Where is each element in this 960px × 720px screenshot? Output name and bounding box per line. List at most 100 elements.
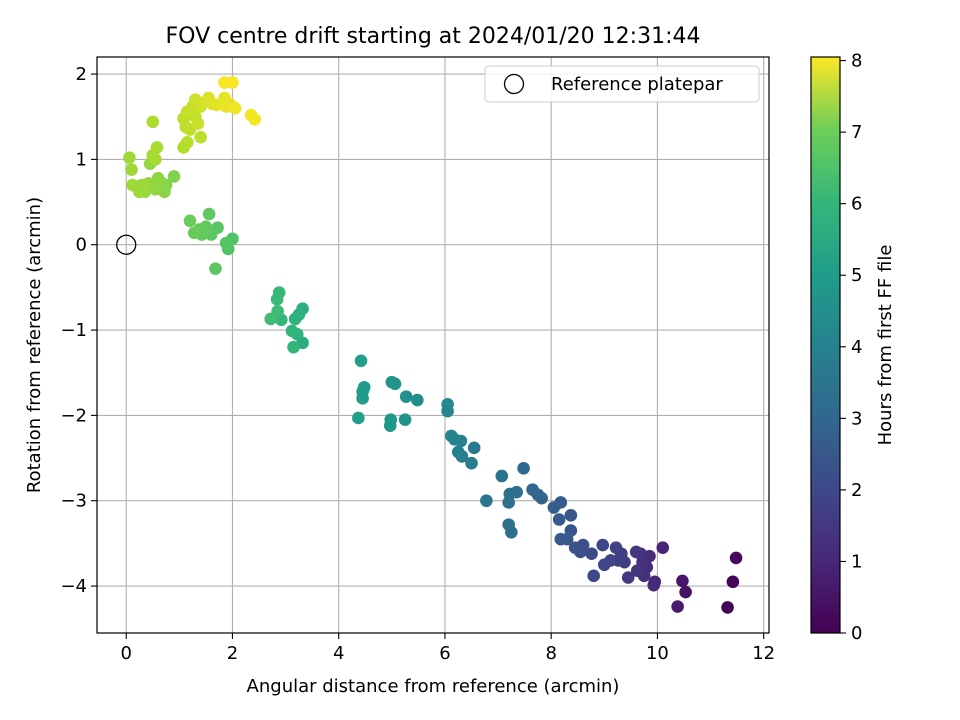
x-tick-label: 12 [752,643,775,664]
x-tick-label: 0 [120,643,131,664]
data-point [445,429,458,443]
data-point [126,178,139,192]
colorbar-tick-label: 0 [851,623,862,644]
colorbar-tick-label: 7 [851,122,862,143]
data-point [568,541,582,554]
x-tick-label: 4 [333,643,344,664]
data-point [264,312,278,326]
colorbar-tick-label: 3 [851,408,862,429]
data-point [146,115,160,129]
data-point [552,513,566,526]
reference-marker-layer [116,234,137,255]
data-point [671,600,684,613]
y-axis-label: Rotation from reference (arcmin) [24,197,45,493]
data-point [285,324,299,338]
data-point [647,578,661,592]
data-point [502,518,515,531]
data-point [554,532,568,546]
data-point [480,494,493,508]
y-tick-label: 0 [76,235,87,256]
y-tick-label: −1 [60,320,87,341]
data-point [202,207,216,221]
colorbar-ticks: 0 1 2 3 4 5 6 7 8 [840,51,862,644]
colorbar-tick-label: 2 [851,480,862,501]
data-point [676,574,689,588]
data-points [123,76,743,614]
reference-platepar-marker [116,234,137,255]
plot-frame [96,56,770,634]
data-point [183,214,197,228]
x-tick-label: 10 [646,643,669,664]
data-point [621,571,635,584]
x-tick-label: 6 [439,643,450,664]
colorbar-tick-label: 6 [851,194,862,215]
data-point [726,575,740,589]
legend: Reference platepar [484,65,760,103]
data-point [585,547,598,560]
data-point [587,569,600,583]
data-point [228,101,242,115]
x-axis-label: Angular distance from reference (arcmin) [247,676,620,697]
data-point [721,601,734,614]
data-point [502,496,515,509]
data-point [441,398,454,411]
y-tick-label: −2 [60,405,87,426]
data-point [467,441,481,455]
colorbar-label: Hours from first FF file [875,245,896,446]
x-tick-label: 8 [545,643,556,664]
data-point [248,112,262,126]
data-point [209,262,222,275]
data-point [181,136,194,149]
data-point [354,354,368,368]
data-point [219,236,233,250]
data-point [352,411,365,425]
data-point [517,462,530,475]
colorbar-tick-label: 5 [851,265,862,286]
data-point [123,151,136,164]
data-point [398,413,412,426]
data-point [656,541,670,554]
data-point [181,105,194,118]
data-point [630,564,644,578]
y-tick-label: −4 [60,576,87,597]
colorbar-gradient [810,56,841,634]
chart-title: FOV centre drift starting at 2024/01/20 … [166,24,701,49]
y-tick-label: 1 [76,149,87,170]
data-point [451,445,465,459]
data-point [270,293,284,306]
data-point [288,312,302,326]
data-point [187,226,201,240]
data-point [356,385,369,398]
data-point [609,541,623,554]
data-point [194,130,207,144]
data-point [287,340,300,354]
data-point [125,163,138,176]
data-point [596,538,610,552]
data-point [167,170,181,183]
data-point [150,141,164,154]
data-point [526,483,539,496]
colorbar-tick-label: 4 [851,337,862,358]
x-tick-label: 2 [227,643,238,664]
colorbar-tick-label: 8 [851,51,862,72]
x-axis-ticks: 0 2 4 6 8 10 12 [120,633,775,664]
data-point [465,456,478,470]
data-point [191,117,205,130]
data-point [149,153,162,166]
data-point [598,558,611,572]
legend-label: Reference platepar [551,74,723,95]
legend-box [484,65,760,103]
data-point [729,551,743,565]
data-point [547,501,561,514]
y-tick-label: 2 [76,64,87,85]
data-point [495,469,509,483]
legend-marker-icon [503,73,525,95]
data-point [399,390,413,403]
data-point [564,508,578,522]
y-axis-ticks: −4 −3 −2 −1 0 1 2 [60,64,97,597]
data-point [383,419,397,432]
colorbar: 0 1 2 3 4 5 6 7 8 Hours from first FF file [810,51,896,644]
data-point [226,76,239,89]
data-point [679,585,692,599]
